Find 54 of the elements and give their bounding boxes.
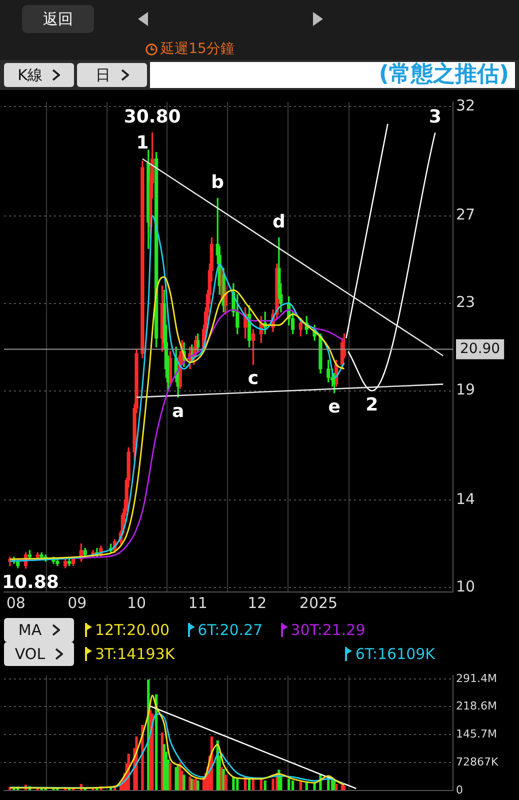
line-series: [9, 713, 345, 788]
y-tick-label: 10: [456, 578, 476, 596]
bar: [288, 778, 290, 790]
bar: [232, 776, 235, 790]
bar: [334, 784, 338, 790]
annotation: 3: [428, 106, 442, 128]
annotation: 1: [136, 132, 149, 154]
bar: [299, 782, 302, 790]
annotation: a: [172, 400, 184, 422]
bar: [182, 774, 186, 790]
line-series: [9, 215, 345, 562]
x-tick-label: 12: [248, 594, 267, 612]
bar: [252, 779, 255, 790]
annotation: c: [248, 368, 259, 390]
y-tick-label: 291.4M: [456, 672, 497, 685]
bar: [168, 763, 172, 790]
y-tick-label: 0: [456, 783, 463, 796]
x-tick-label: 11: [188, 594, 208, 612]
y-tick-label: 14: [456, 490, 476, 508]
legend-label: 12T:20.00: [95, 621, 170, 639]
line-series: [9, 694, 345, 789]
text: K線: [18, 66, 42, 84]
x-tick-label: 2025: [299, 594, 338, 612]
bar: [291, 780, 294, 790]
y-tick-label: 23: [456, 293, 476, 312]
y-tick-label: 72867K: [456, 755, 499, 768]
legend-label: 30T:21.29: [290, 621, 366, 639]
bar: [236, 778, 239, 790]
bar: [264, 780, 266, 790]
annotation: d: [272, 211, 286, 232]
y-tick-label: 19: [456, 380, 476, 399]
x-tick-label: 08: [6, 594, 26, 612]
annotation: 30.80: [124, 106, 181, 128]
chart-title: (常態之推估): [150, 62, 515, 88]
y-tick-label: 27: [456, 206, 476, 224]
legend-label: 6T:16109K: [355, 645, 435, 663]
annotation: 2: [366, 394, 378, 416]
annotation: b: [211, 172, 224, 193]
y-tick-label: 32: [456, 96, 476, 114]
text: MA: [18, 621, 42, 639]
text: VOL: [14, 645, 46, 663]
annotation: e: [328, 396, 340, 418]
legend-label: 6T:20.27: [198, 621, 263, 639]
y-tick-label: 145.7M: [456, 728, 497, 741]
x-tick-label: 09: [68, 594, 87, 612]
chart-subtitle: 延遲15分鐘: [160, 40, 234, 58]
ref-line-label: 20.90: [460, 340, 500, 357]
text: 返回: [22, 5, 94, 33]
legend-label: 3T:14193K: [95, 645, 175, 663]
bar: [224, 774, 227, 790]
x-tick-label: 10: [126, 594, 146, 612]
annotation: 10.88: [2, 572, 59, 594]
y-tick-label: 218.6M: [456, 700, 497, 713]
text: 日: [96, 66, 110, 84]
